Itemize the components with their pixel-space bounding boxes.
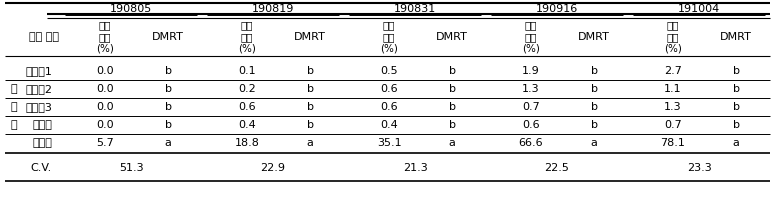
Text: DMRT: DMRT [720,32,752,42]
Text: b: b [306,120,313,130]
Text: 2.7: 2.7 [664,66,682,76]
Text: 리: 리 [11,102,17,112]
Text: b: b [449,84,455,94]
Text: 이병
과율
(%): 이병 과율 (%) [664,20,682,54]
Text: 이병
과율
(%): 이병 과율 (%) [96,20,114,54]
Text: b: b [306,66,313,76]
Text: 0.0: 0.0 [96,84,113,94]
Text: 66.6: 66.6 [519,138,543,148]
Text: 무처리: 무처리 [32,138,52,148]
Text: 대조구: 대조구 [32,120,52,130]
Text: 0.5: 0.5 [380,66,398,76]
Text: a: a [591,138,598,148]
Text: b: b [449,120,455,130]
Text: a: a [733,138,740,148]
Text: 78.1: 78.1 [661,138,686,148]
Text: b: b [733,66,740,76]
Text: b: b [306,84,313,94]
Text: 0.4: 0.4 [238,120,256,130]
Text: 190805: 190805 [110,4,152,14]
Text: b: b [591,120,598,130]
Text: 0.0: 0.0 [96,120,113,130]
Text: b: b [164,102,171,112]
Text: 0.0: 0.0 [96,66,113,76]
Text: 190831: 190831 [394,4,436,14]
Text: 조사 일자: 조사 일자 [29,32,59,42]
Text: b: b [449,102,455,112]
Text: b: b [449,66,455,76]
Text: 0.7: 0.7 [522,102,540,112]
Text: 구: 구 [11,120,17,130]
Text: 이병
과율
(%): 이병 과율 (%) [380,20,398,54]
Text: DMRT: DMRT [152,32,184,42]
Text: 0.6: 0.6 [380,84,398,94]
Text: 190916: 190916 [536,4,578,14]
Text: 1.3: 1.3 [522,84,540,94]
Text: 0.2: 0.2 [238,84,256,94]
Text: 0.6: 0.6 [239,102,256,112]
Text: 0.1: 0.1 [239,66,256,76]
Text: b: b [306,102,313,112]
Text: b: b [733,84,740,94]
Text: 이병
과율
(%): 이병 과율 (%) [522,20,540,54]
Text: 22.5: 22.5 [544,163,570,173]
Text: 0.0: 0.0 [96,102,113,112]
Text: b: b [591,66,598,76]
Text: 0.7: 0.7 [664,120,682,130]
Text: a: a [164,138,171,148]
Text: 191004: 191004 [678,4,720,14]
Text: DMRT: DMRT [294,32,326,42]
Text: 23.3: 23.3 [686,163,711,173]
Text: 시험구2: 시험구2 [25,84,52,94]
Text: b: b [591,102,598,112]
Text: b: b [164,66,171,76]
Text: b: b [591,84,598,94]
Text: 0.6: 0.6 [522,120,540,130]
Text: 5.7: 5.7 [96,138,114,148]
Text: b: b [733,120,740,130]
Text: 0.4: 0.4 [380,120,398,130]
Text: 35.1: 35.1 [377,138,401,148]
Text: 1.1: 1.1 [664,84,682,94]
Text: DMRT: DMRT [436,32,468,42]
Text: 21.3: 21.3 [403,163,428,173]
Text: 22.9: 22.9 [260,163,286,173]
Text: a: a [306,138,313,148]
Text: 처: 처 [11,84,17,94]
Text: 51.3: 51.3 [119,163,144,173]
Text: 시험구3: 시험구3 [25,102,52,112]
Text: a: a [449,138,455,148]
Text: C.V.: C.V. [31,163,52,173]
Text: 18.8: 18.8 [235,138,259,148]
Text: 이병
과율
(%): 이병 과율 (%) [238,20,256,54]
Text: b: b [164,120,171,130]
Text: b: b [164,84,171,94]
Text: 1.3: 1.3 [664,102,682,112]
Text: 190819: 190819 [252,4,294,14]
Text: 시험구1: 시험구1 [25,66,52,76]
Text: 0.6: 0.6 [380,102,398,112]
Text: 1.9: 1.9 [522,66,540,76]
Text: DMRT: DMRT [578,32,610,42]
Text: b: b [733,102,740,112]
